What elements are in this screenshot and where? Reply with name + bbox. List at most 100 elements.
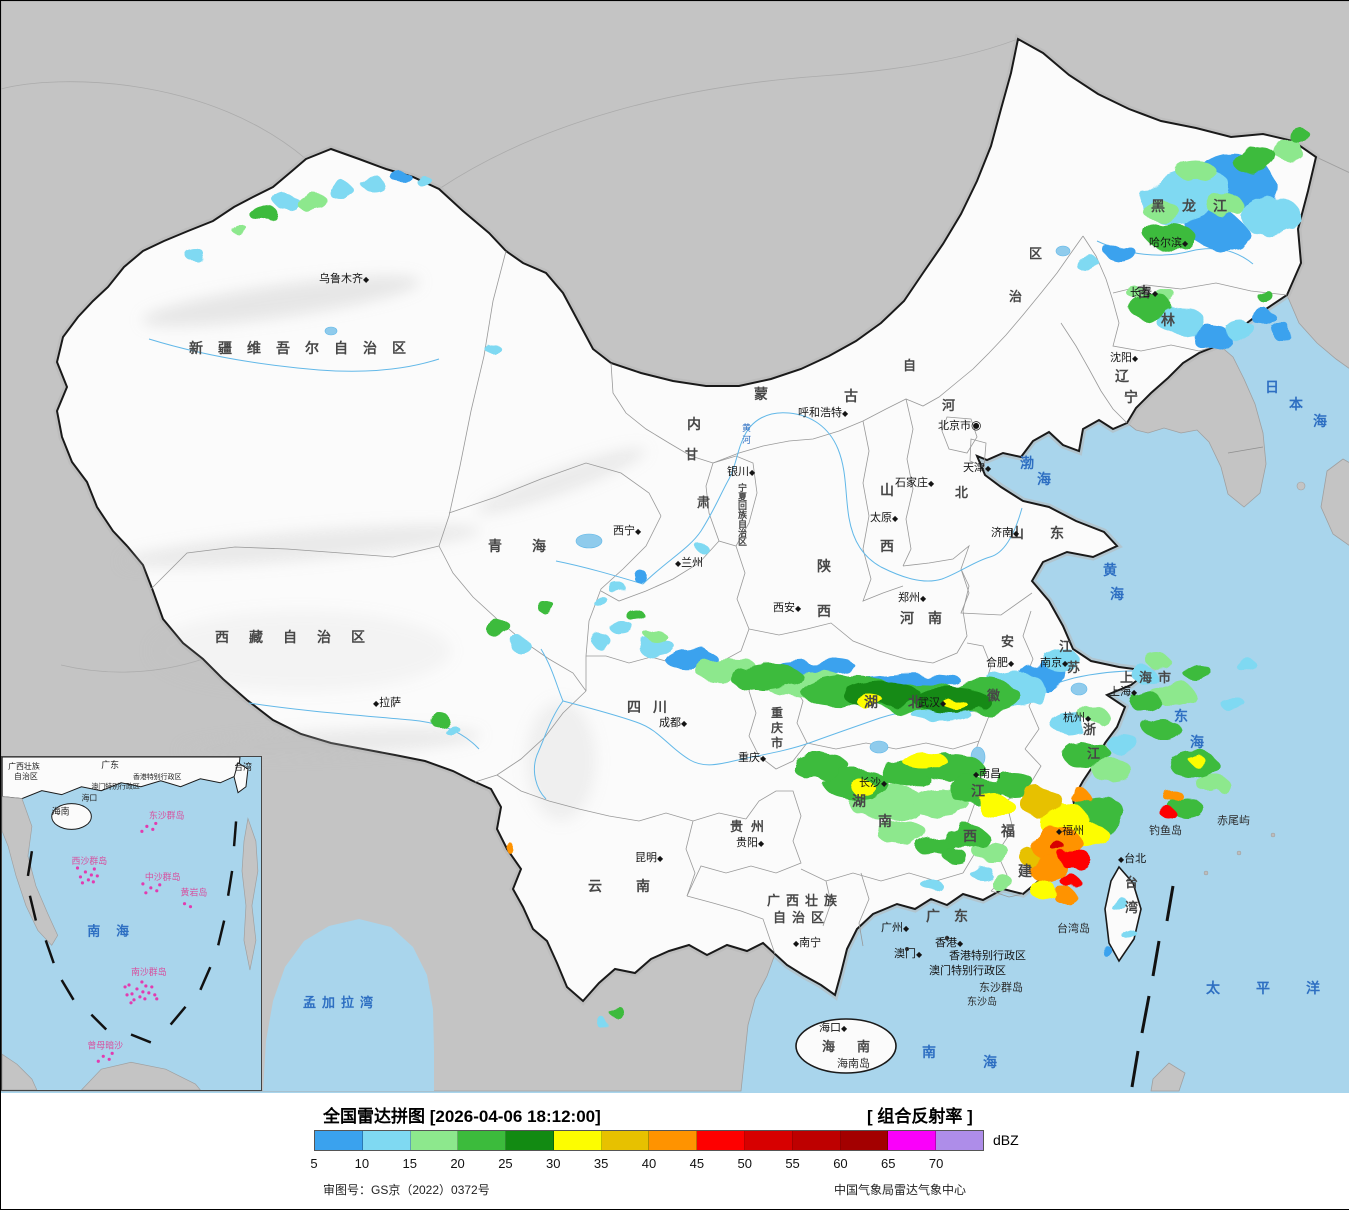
radar-echo (1171, 798, 1203, 818)
radar-echo (1075, 255, 1099, 271)
radar-echo (1051, 887, 1075, 901)
province-label: 区 (1029, 246, 1042, 261)
inset-island-group-label: 西沙群岛 (72, 855, 108, 866)
radar-echo (391, 171, 411, 183)
dbz-tick-50: 50 (737, 1156, 752, 1171)
radar-echo (1060, 850, 1092, 870)
city-label: 上海◆ (1109, 684, 1138, 698)
island-dot (141, 882, 145, 886)
radar-echo (610, 584, 628, 596)
island-dot (89, 873, 93, 877)
radar-echo (591, 634, 611, 648)
sar-label: 澳门特别行政区 (929, 963, 1006, 977)
province-label: 台 (1125, 875, 1138, 890)
province-label: 河 (942, 398, 955, 413)
radar-echo (633, 572, 649, 582)
province-label: 山东 (1010, 525, 1090, 541)
radar-echo (1019, 788, 1063, 816)
radar-echo (978, 795, 1014, 819)
city-label: ◆南昌 (973, 767, 1001, 780)
radar-echo (1100, 946, 1112, 954)
province-label: 江 (1087, 746, 1100, 761)
radar-echo (1191, 325, 1231, 349)
city-label: 重庆◆ (738, 750, 767, 764)
island-dot (149, 886, 153, 890)
province-label: 山 (880, 482, 894, 498)
dbz-tick-40: 40 (641, 1156, 657, 1171)
dbz-swatch-35 (601, 1131, 650, 1150)
hainan-island (795, 1018, 897, 1074)
inset-island-group-label: 曾母暗沙 (87, 1039, 123, 1050)
inset-island-group-label: 南沙群岛 (131, 966, 167, 977)
province-label: 新疆维吾尔自治区 (189, 340, 421, 356)
island-label: 台湾岛 (1057, 921, 1090, 935)
island-dot (101, 1054, 105, 1058)
island-label: 钓鱼岛 (1149, 823, 1182, 837)
sea-label: 渤 (1020, 455, 1034, 471)
province-label: 甘 (685, 447, 698, 462)
province-label: 广东 (926, 908, 982, 924)
radar-echo (359, 175, 383, 189)
city-label: ◆兰州 (675, 556, 703, 569)
island-dot (123, 985, 127, 989)
province-label: 林 (1161, 312, 1175, 328)
inset-taiwan (233, 762, 249, 794)
dbz-tick-70: 70 (928, 1156, 944, 1171)
dbz-swatch-30 (553, 1131, 602, 1150)
radar-echo (1161, 809, 1177, 819)
sea-label: 海 (1190, 734, 1204, 750)
city-label: ◆福州 (1056, 823, 1084, 837)
province-label: 海南 (822, 1039, 892, 1054)
island-dot (140, 829, 144, 833)
island-dot (96, 1059, 100, 1063)
inset-label: 澳门特别行政区 (91, 782, 140, 791)
province-label: 贵州 (730, 819, 772, 834)
inset-china-coast (2, 757, 241, 800)
city-label: 呼和浩特◆ (798, 405, 849, 419)
city-label: 沈阳◆ (1110, 350, 1139, 364)
radar-echo (1106, 244, 1136, 262)
radar-echo (1052, 843, 1066, 853)
province-label: 江 (1059, 639, 1072, 654)
province-label: 西 (963, 828, 977, 844)
province-label: 内 (687, 416, 701, 432)
radar-echo (274, 193, 298, 209)
dbz-swatch-65 (888, 1131, 937, 1150)
dbz-swatch-50 (745, 1131, 793, 1150)
radar-echo (295, 192, 327, 210)
island-dot (135, 987, 139, 991)
city-label: ◆南宁 (793, 935, 821, 949)
dbz-tick-row: 5 10 15 20 25 30 35 40 45 50 55 60 65 70 (1, 1093, 1349, 1209)
radar-echo (695, 543, 707, 551)
map-title: 全国雷达拼图 [2026-04-06 18:12:00] (323, 1107, 601, 1126)
inset-label: 广东 (101, 759, 119, 770)
inset-hainan (51, 803, 92, 830)
macau-dot (905, 947, 909, 951)
dbz-swatch-70 (936, 1131, 983, 1150)
island-dot (83, 870, 88, 874)
inset-philippines (241, 817, 259, 971)
city-label: 北京市◉ (938, 418, 981, 432)
province-label: 蒙 (754, 386, 768, 402)
radar-echo (851, 781, 875, 795)
dash-line-segments (1130, 885, 1175, 1088)
province-label: 徽 (986, 688, 1001, 703)
province-label: 古 (844, 388, 858, 404)
radar-echo (1045, 650, 1081, 674)
sea-label: 南 (922, 1044, 936, 1060)
radar-echo (1291, 129, 1311, 145)
sea-label: 本 (1289, 396, 1304, 412)
inset-nine-dash-line (26, 821, 238, 1044)
province-label: 宁 (1124, 389, 1138, 405)
inset-island-group-label: 东沙群岛 (149, 809, 185, 820)
island-dot (147, 991, 151, 995)
radar-echo (1131, 666, 1155, 682)
province-label: 广西壮族 (767, 893, 843, 908)
island-dot (80, 881, 85, 885)
island-dot (155, 997, 159, 1001)
province-label: 北 (955, 485, 968, 500)
island-dot (140, 980, 144, 984)
city-label: 杭州◆ (1063, 710, 1092, 724)
island-dot (182, 902, 187, 906)
